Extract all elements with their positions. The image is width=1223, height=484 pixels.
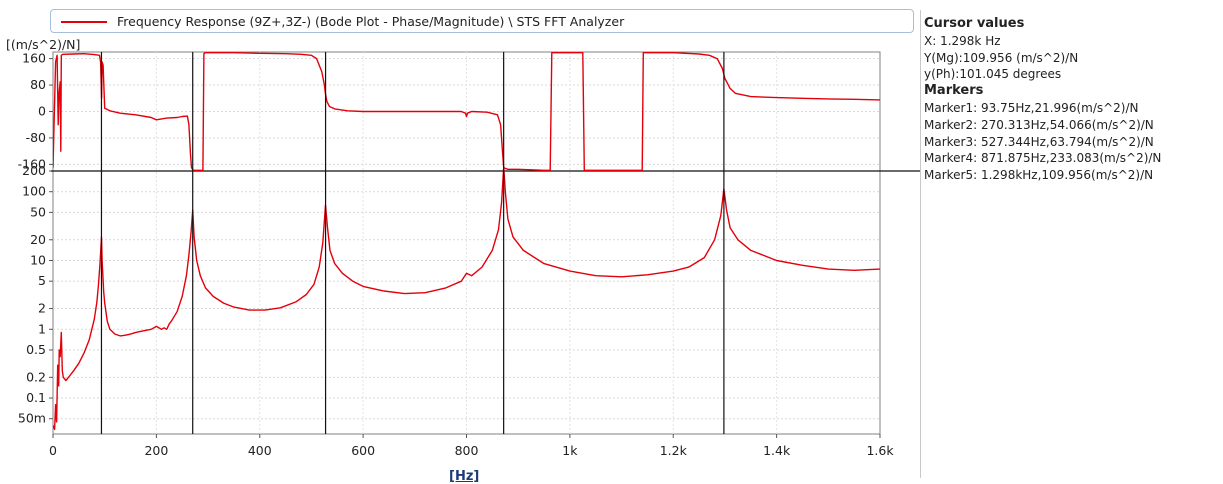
x-axis-label: [Hz] bbox=[449, 469, 480, 484]
marker-5-value[interactable]: Marker5: 1.298kHz,109.956(m/s^2)/N bbox=[924, 168, 1154, 183]
x-tick-label: 1k bbox=[562, 443, 578, 458]
x-tick-label: 1.6k bbox=[866, 443, 894, 458]
legend-line-swatch bbox=[61, 21, 107, 23]
markers-title: Markers bbox=[924, 83, 984, 99]
panel-divider bbox=[920, 10, 921, 478]
magnitude-plot-frame bbox=[52, 170, 881, 435]
x-tick-label: 600 bbox=[351, 443, 375, 458]
marker-1-value[interactable]: Marker1: 93.75Hz,21.996(m/s^2)/N bbox=[924, 100, 1139, 115]
marker-4-value[interactable]: Marker4: 871.875Hz,233.083(m/s^2)/N bbox=[924, 151, 1162, 166]
x-tick-label: 1.4k bbox=[763, 443, 791, 458]
cursor-y-magnitude-value: Y(Mg):109.956 (m/s^2)/N bbox=[924, 50, 1079, 65]
magnitude-ytick-label: 10 bbox=[30, 252, 46, 267]
bode-plot-area: 160 80 0 -80 -160 200 100 50 20 10 5 2 1 0.5 0.2 0.1 50m… bbox=[6, 9, 920, 484]
magnitude-ytick-label: 200 bbox=[22, 163, 46, 178]
magnitude-ytick-label: 100 bbox=[22, 184, 46, 199]
x-tick-label: 1.2k bbox=[660, 443, 688, 458]
phase-ytick-label: -80 bbox=[26, 130, 46, 145]
magnitude-ytick-label: 0.1 bbox=[26, 390, 46, 405]
cursor-values-panel: Cursor values X: 1.298k Hz Y(Mg):109.956… bbox=[924, 16, 1220, 184]
magnitude-series-line bbox=[53, 169, 880, 431]
marker-3-value[interactable]: Marker3: 527.344Hz,63.794(m/s^2)/N bbox=[924, 134, 1154, 149]
legend[interactable]: Frequency Response (9Z+,3Z-) (Bode Plot … bbox=[50, 9, 914, 33]
bode-plot-svg: 160800-80-1602001005020105210.50.20.150m… bbox=[18, 51, 920, 458]
magnitude-ytick-label: 20 bbox=[30, 232, 46, 247]
phase-ytick-label: 80 bbox=[30, 77, 46, 92]
cursor-x-value: X: 1.298k Hz bbox=[924, 33, 1001, 48]
magnitude-ytick-label: 0.5 bbox=[26, 342, 46, 357]
magnitude-ytick-label: 1 bbox=[38, 321, 46, 336]
phase-ytick-label: 0 bbox=[38, 104, 46, 119]
magnitude-ytick-label: 0.2 bbox=[26, 369, 46, 384]
cursor-values-title: Cursor values bbox=[924, 16, 1025, 31]
magnitude-ytick-label: 5 bbox=[38, 273, 46, 288]
legend-series-label: Frequency Response (9Z+,3Z-) (Bode Plot … bbox=[117, 14, 625, 29]
phase-ytick-label: -160 bbox=[18, 156, 46, 171]
cursor-y-phase-value: y(Ph):101.045 degrees bbox=[924, 67, 1062, 82]
y-unit-label: [(m/s^2)/N] bbox=[6, 37, 81, 52]
phase-ytick-label: 160 bbox=[22, 51, 46, 66]
marker-2-value[interactable]: Marker2: 270.313Hz,54.066(m/s^2)/N bbox=[924, 117, 1154, 132]
magnitude-ytick-label: 50m bbox=[18, 411, 46, 426]
x-tick-label: 400 bbox=[248, 443, 272, 458]
x-tick-label: 200 bbox=[144, 443, 168, 458]
magnitude-ytick-label: 50 bbox=[30, 204, 46, 219]
x-tick-label: 800 bbox=[455, 443, 479, 458]
x-tick-label: 0 bbox=[49, 443, 57, 458]
magnitude-ytick-label: 2 bbox=[38, 301, 46, 316]
